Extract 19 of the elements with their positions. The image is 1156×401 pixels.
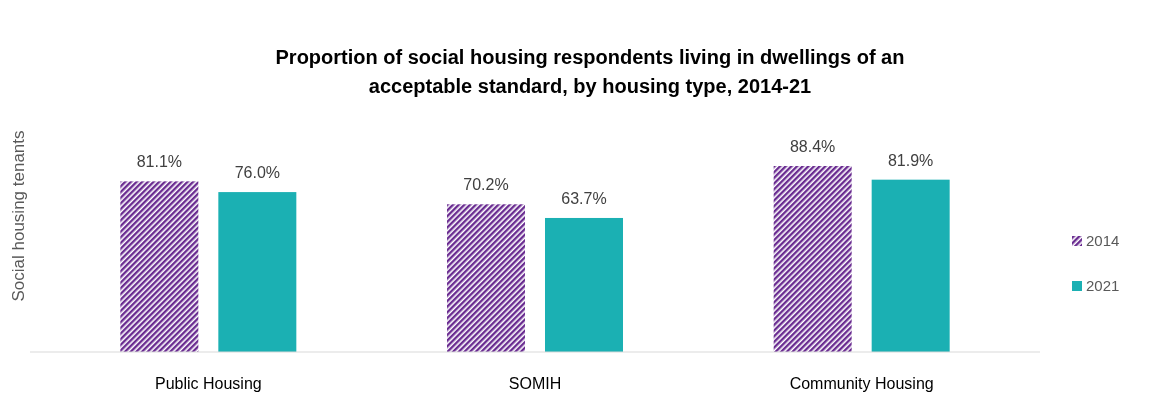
data-label: 81.9% [887, 151, 934, 169]
chart-title: Proportion of social housing respondents living in dwellings of an acceptable standard, by housing type, 2014-21 [275, 46, 905, 97]
bar [120, 181, 199, 352]
bar [218, 192, 297, 352]
data-label: 63.7% [561, 189, 607, 207]
x-tick-label: SOMIH [508, 375, 562, 392]
data-label: 88.4% [789, 138, 836, 155]
bar [773, 166, 852, 352]
bar [871, 179, 950, 352]
x-tick-label: Community Housing [789, 375, 934, 392]
data-label: 70.2% [463, 176, 509, 194]
data-label: 81.1% [136, 153, 183, 171]
bar [447, 204, 525, 352]
y-axis-title: Social housing tenants [9, 130, 28, 302]
bar [545, 217, 623, 352]
legend-label: 2014 [1086, 232, 1120, 249]
data-label: 76.0% [234, 164, 281, 182]
legend-label: 2021 [1086, 277, 1120, 294]
x-tick-label: Public Housing [154, 375, 262, 392]
